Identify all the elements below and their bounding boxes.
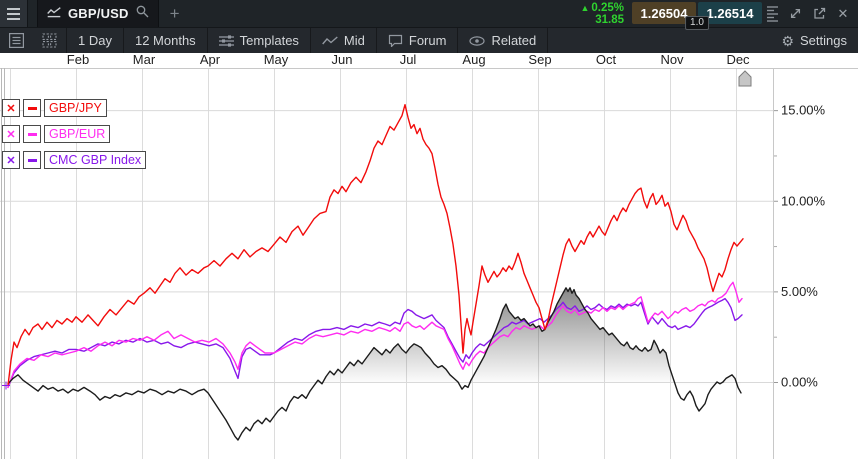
sell-price-button[interactable]: 1.26504 (632, 2, 696, 24)
related-button[interactable]: Related (458, 28, 547, 53)
line-style-icon[interactable] (23, 99, 41, 117)
x-axis-label: May (264, 52, 289, 67)
chart-area: 15.00% 10.00% 5.00% 0.00% Feb Mar Apr May Jun Jul… (0, 52, 858, 459)
toolbar-separator (122, 28, 124, 53)
legend-remove-button[interactable]: ✕ (2, 125, 20, 143)
range-label: 12 Months (134, 33, 196, 48)
x-axis-label: Jun (332, 52, 353, 67)
line-style-icon[interactable] (23, 151, 41, 169)
legend-item: ✕ GBP/JPY (2, 99, 146, 117)
series-line-cmc-gbp-index[interactable] (7, 297, 743, 389)
templates-label: Templates (239, 33, 299, 48)
toolbar-separator (206, 28, 208, 53)
spread-badge: 1.0 (685, 16, 709, 30)
y-axis-label: 5.00% (781, 284, 818, 299)
forum-label: Forum (408, 33, 447, 48)
legend-label[interactable]: GBP/EUR (44, 125, 111, 143)
legend-remove-button[interactable]: ✕ (2, 151, 20, 169)
line-chart-icon (47, 5, 61, 23)
up-triangle-icon: ▲ (580, 2, 590, 13)
main-series-fill (8, 287, 741, 440)
x-axis-label: Feb (67, 52, 89, 67)
templates-button[interactable]: Templates (208, 28, 310, 53)
add-tab-button[interactable]: + (169, 3, 180, 23)
x-axis-label: Dec (726, 52, 750, 67)
watchlist-button[interactable] (0, 28, 33, 53)
legend-item: ✕ CMC GBP Index (2, 151, 147, 169)
toolbar-separator (457, 28, 459, 53)
grid-icon (42, 33, 57, 48)
top-bar-spacer (191, 0, 581, 27)
x-axis-label: Apr (200, 52, 221, 67)
change-points: 31.85 (595, 13, 624, 26)
x-axis-label: Mar (133, 52, 156, 67)
period-label: 1 Day (78, 33, 112, 48)
x-axis-label: Jul (400, 52, 417, 67)
price-type-label: Mid (343, 33, 365, 48)
x-axis-label: Sep (528, 52, 551, 67)
speech-bubble-icon (388, 34, 403, 47)
legend-label[interactable]: GBP/JPY (44, 99, 107, 117)
settings-button[interactable]: ⚙ Settings (770, 28, 858, 53)
toolbar-separator (375, 28, 377, 53)
search-icon[interactable] (136, 5, 149, 23)
time-axis-marker[interactable] (738, 70, 752, 87)
buy-price-button[interactable]: 1.26514 (698, 2, 762, 24)
y-axis-label: 15.00% (781, 103, 826, 118)
legend-remove-button[interactable]: ✕ (2, 99, 20, 117)
y-axis-label: 0.00% (781, 375, 818, 390)
toolbar-separator (547, 28, 549, 53)
sliders-icon (218, 34, 234, 47)
period-dropdown[interactable]: 1 Day (67, 28, 123, 53)
close-icon[interactable]: ✕ (837, 5, 849, 21)
popout-icon[interactable] (807, 0, 831, 27)
change-percent: 0.25% (591, 1, 624, 14)
series-line-gbp-eur[interactable] (7, 281, 743, 389)
forum-button[interactable]: Forum (377, 28, 458, 53)
list-icon (9, 33, 24, 48)
toolbar-separator (66, 28, 67, 53)
instrument-symbol: GBP/USD (68, 6, 129, 21)
y-axis-label: 10.00% (781, 193, 826, 208)
eye-icon (469, 35, 486, 46)
chart-legend: ✕ GBP/JPY ✕ GBP/EUR ✕ CMC GBP Index (2, 99, 147, 177)
main-menu-button[interactable] (0, 0, 28, 27)
legend-item: ✕ GBP/EUR (2, 125, 146, 143)
price-buttons: 1.26504 1.26514 1.0 (631, 0, 763, 30)
x-axis-label: Aug (462, 52, 485, 67)
layout-grid-button[interactable] (33, 28, 66, 53)
toolbar-separator (309, 28, 311, 53)
x-axis-label: Nov (660, 52, 684, 67)
chart-toolbar: 1 Day 12 Months Templates Mid Forum (0, 27, 858, 53)
series-line-gbp-jpy[interactable] (7, 104, 744, 387)
line-style-icon[interactable] (23, 125, 41, 143)
gear-icon: ⚙ (781, 32, 795, 49)
range-dropdown[interactable]: 12 Months (124, 28, 207, 53)
market-depth-icon[interactable] (763, 0, 783, 27)
related-label: Related (491, 33, 537, 48)
price-change: ▲ 0.25% 31.85 (580, 2, 624, 26)
top-bar: GBP/USD + ▲ 0.25% 31.85 1.26504 1.26514 1… (0, 0, 858, 30)
legend-label[interactable]: CMC GBP Index (44, 151, 147, 169)
series-line-gbp-usd[interactable] (7, 287, 742, 441)
price-type-dropdown[interactable]: Mid (311, 28, 376, 53)
expand-icon[interactable] (783, 0, 807, 27)
line-style-icon (322, 35, 338, 46)
instrument-tab[interactable]: GBP/USD (37, 0, 159, 27)
settings-label: Settings (800, 33, 847, 48)
x-axis-label: Oct (596, 52, 617, 67)
